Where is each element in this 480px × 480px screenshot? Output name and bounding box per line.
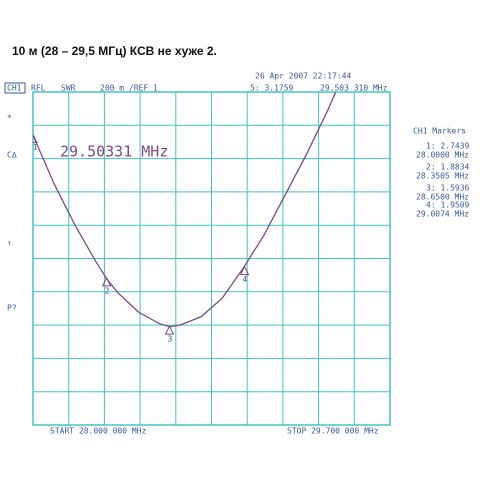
side-label: * — [7, 114, 12, 123]
channel-box — [4, 82, 26, 94]
stop-label: STOP 29.700 000 MHz — [287, 427, 379, 436]
format: RFL — [31, 84, 46, 93]
active-marker — [345, 63, 353, 71]
marker-frequency: 28.0000 MHz — [416, 151, 469, 160]
scale: 200 m /REF 1 — [100, 84, 158, 93]
marker-readout: 29.50331 MHz — [60, 143, 168, 161]
active-frequency: 29.503 310 MHz — [320, 84, 388, 93]
markers-title: CH1 Markers — [413, 127, 466, 136]
side-label: ↑ — [7, 239, 12, 248]
marker-number: 2 — [105, 286, 110, 295]
start-label: START 28.000 000 MHz — [50, 427, 147, 436]
marker-value: 4: 1.9509 — [426, 201, 470, 210]
marker-frequency: 28.3505 MHz — [416, 172, 469, 181]
grid — [33, 92, 390, 425]
marker-value: 3: 1.5936 — [426, 184, 470, 193]
marker — [33, 133, 38, 144]
mode: SWR — [61, 84, 76, 93]
plot-frame — [32, 91, 391, 426]
trace — [33, 92, 337, 328]
title: 10 м (28 – 29,5 МГц) КСВ не хуже 2. — [12, 44, 217, 58]
marker-value: 2: 1.8834 — [426, 163, 470, 172]
active-value: 5: 3.1759 — [250, 84, 294, 93]
marker-number: 4 — [243, 275, 248, 284]
marker-frequency: 28.6500 MHz — [416, 193, 469, 202]
channel: CH1 — [7, 84, 22, 93]
side-label: P? — [7, 304, 17, 313]
side-label: C∆ — [7, 151, 17, 160]
plot-area — [33, 63, 353, 335]
marker-number: 3 — [168, 335, 173, 344]
timestamp: 26 Apr 2007 22:17:44 — [255, 72, 352, 81]
marker — [164, 325, 175, 335]
marker — [101, 276, 112, 287]
marker-value: 1: 2.7439 — [426, 142, 470, 151]
marker-number: 1 — [33, 143, 38, 152]
marker-frequency: 29.0074 MHz — [416, 210, 469, 219]
marker — [239, 265, 250, 276]
